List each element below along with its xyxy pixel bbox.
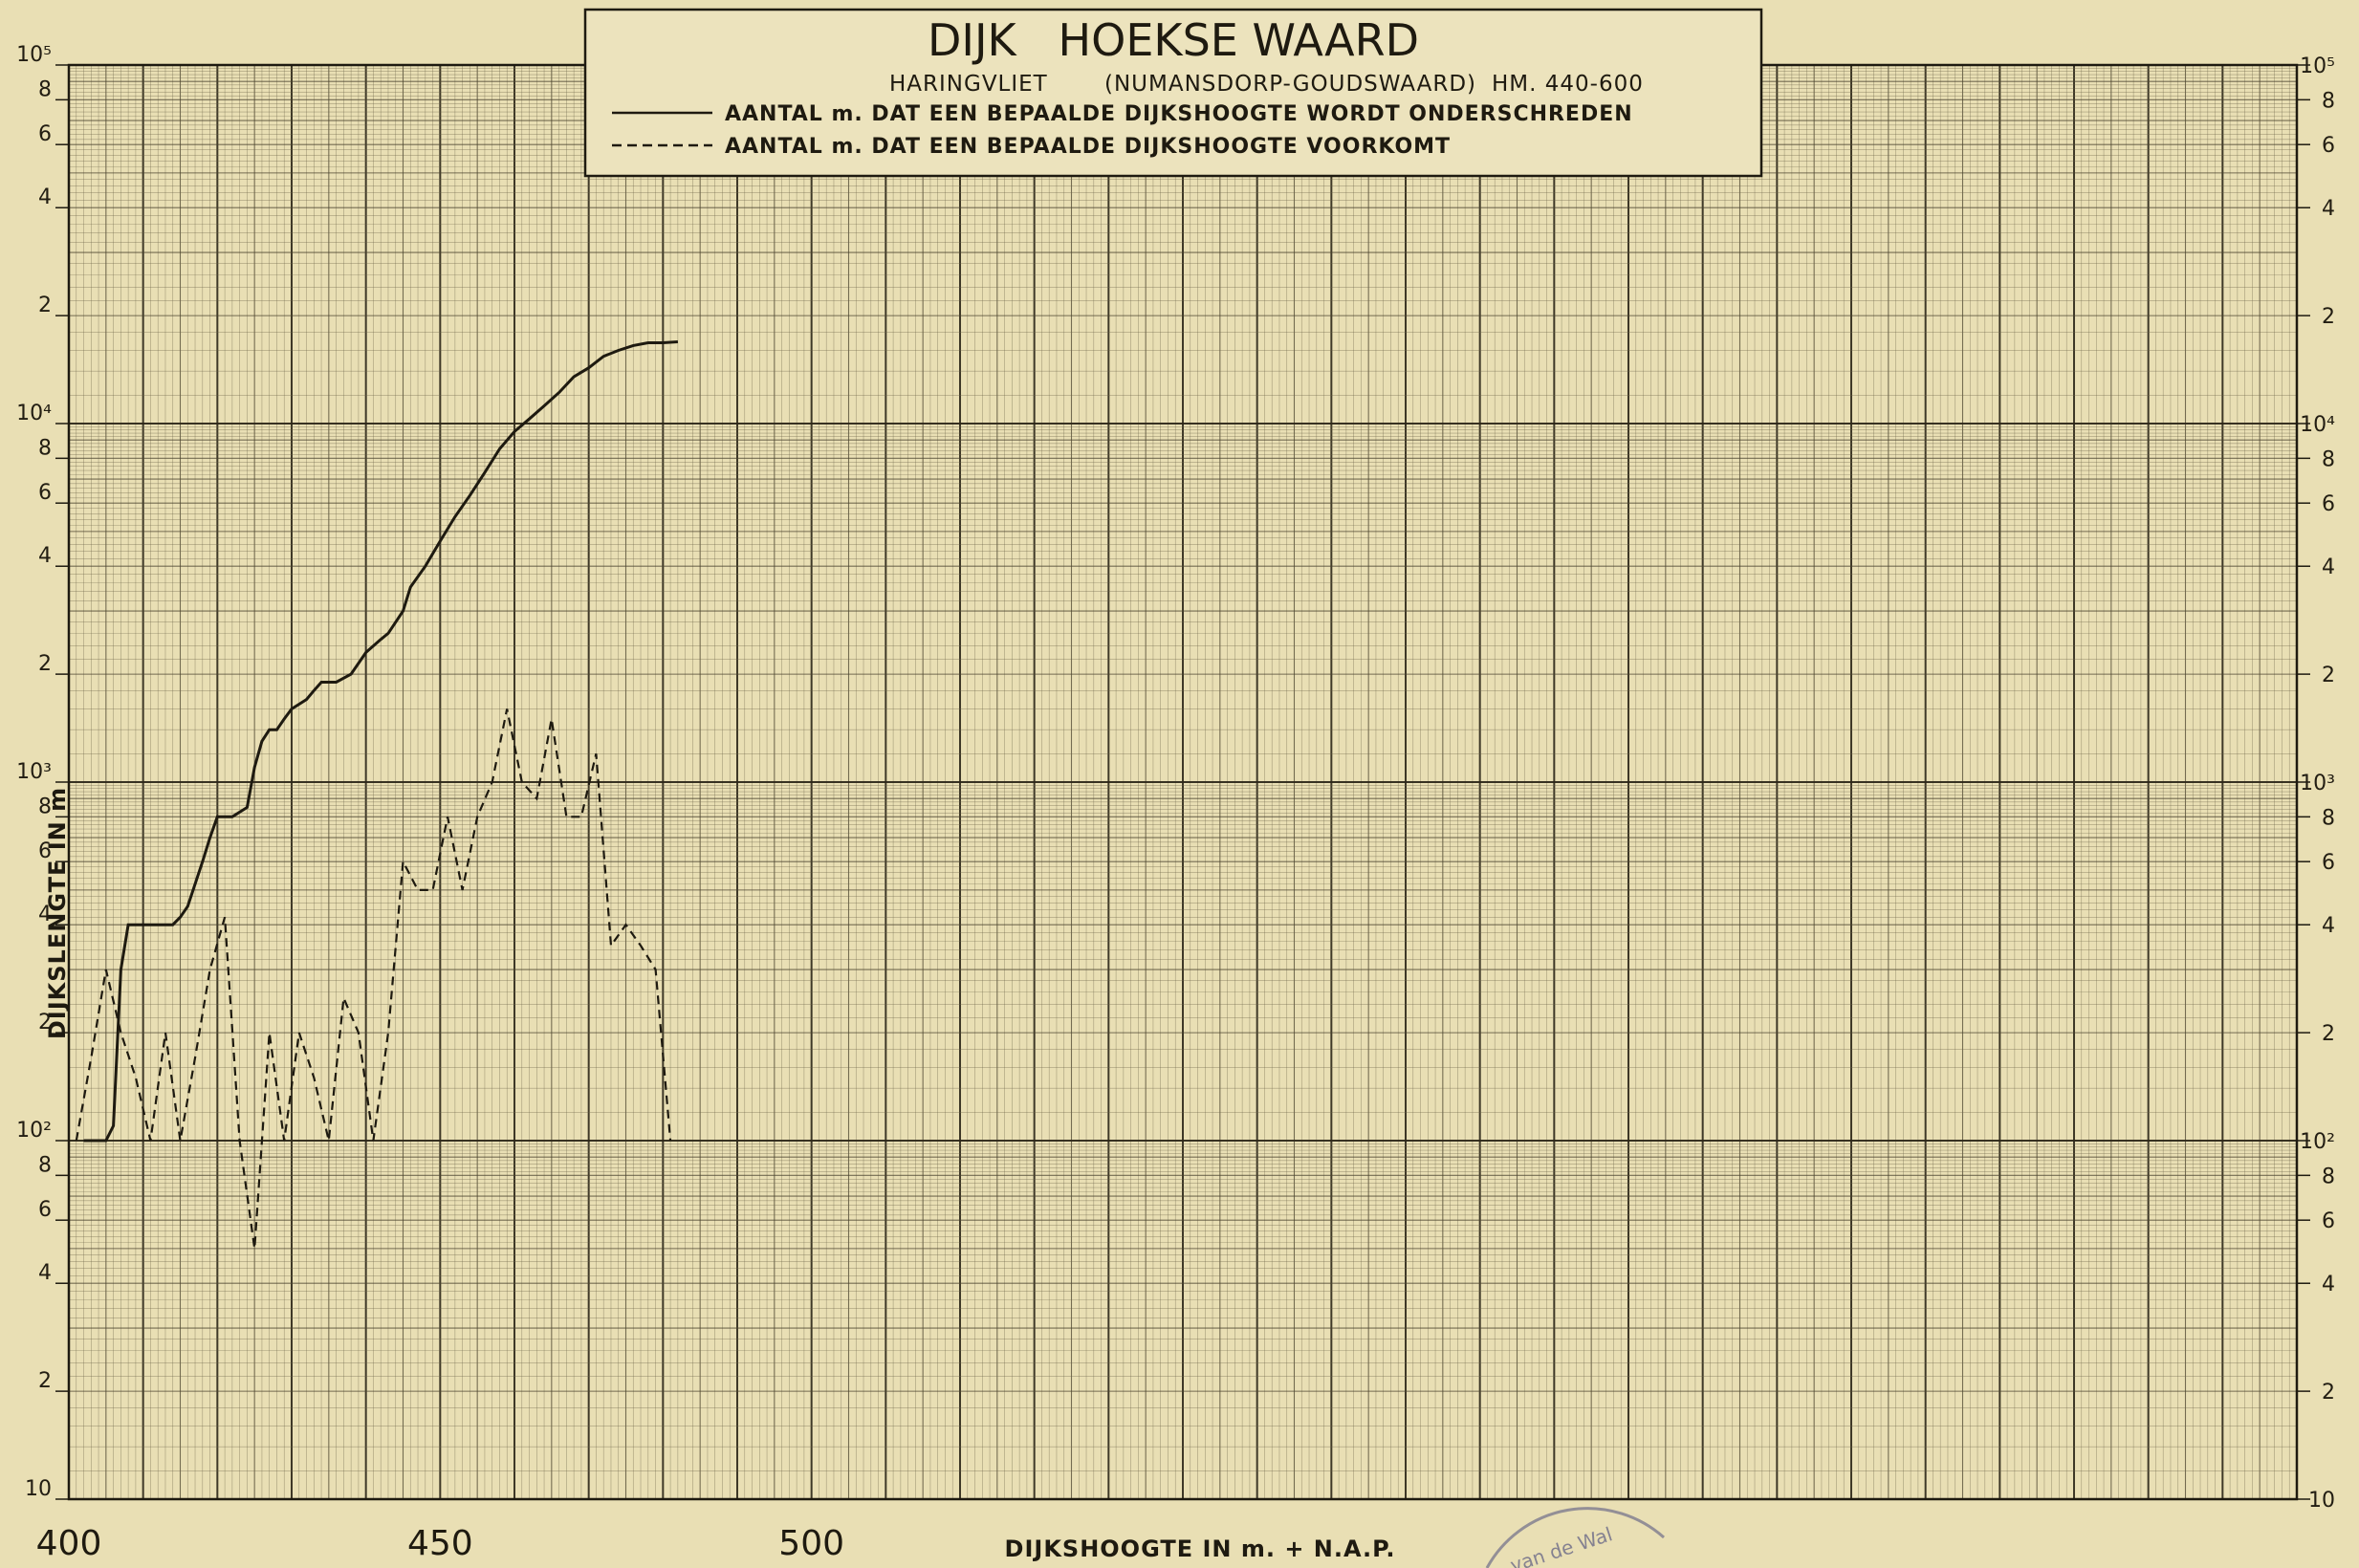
chart-subtitle-mid: (NUMANSDORP-GOUDSWAARD) [1104, 72, 1476, 97]
legend-box [583, 8, 1763, 178]
y-tick-label-right: 6 [2322, 1209, 2335, 1233]
y-axis-left-ticks: 10⁵ 8 6 4 2 10⁴ 8 6 4 2 10³ 8 6 4 2 10² 8 6 4 2 10 [16, 43, 69, 1501]
y-tick-label-right: 2 [2322, 1381, 2335, 1405]
legend: DIJK HOEKSE WAARD HARINGVLIET (NUMANSDOR… [583, 8, 1763, 178]
y-tick-label-left: 2 [38, 1369, 52, 1393]
y-tick-label-right: 6 [2322, 851, 2335, 875]
y-tick-label-right: 4 [2322, 555, 2335, 579]
x-axis-title-bg [1004, 1528, 1396, 1562]
series-line-onderschreden [83, 340, 678, 1143]
x-axis-title: DIJKSHOOGTE IN m. + N.A.P. [1005, 1535, 1396, 1562]
legend-entry-solid: AANTAL m. DAT EEN BEPAALDE DIJKSHOOGTE W… [725, 102, 1633, 126]
legend-entry-dashed: AANTAL m. DAT EEN BEPAALDE DIJKSHOOGTE V… [725, 135, 1451, 159]
y-tick-label-right: 6 [2322, 492, 2335, 516]
y-tick-label-left: 8 [38, 77, 52, 101]
y-tick-label-left: 2 [38, 652, 52, 676]
y-tick-label-left: 4 [38, 185, 52, 209]
y-tick-label-left: 2 [38, 294, 52, 317]
stamp-arc [1485, 1507, 1665, 1568]
y-tick-label-right: 6 [2322, 134, 2335, 158]
y-tick-label-left: 4 [38, 544, 52, 568]
x-tick-label: 400 [36, 1524, 102, 1563]
y-tick-label-left: 4 [38, 1261, 52, 1285]
y-tick-label-left: 8 [38, 436, 52, 460]
y-tick-label-left: 6 [38, 839, 52, 863]
chart-subtitle-left: HARINGVLIET [889, 72, 1048, 97]
y-tick-label-right: 4 [2322, 914, 2335, 938]
series-line-voorkomt [75, 708, 672, 1250]
chart-title: DIJK HOEKSE WAARD [928, 14, 1419, 66]
x-tick-label: 500 [778, 1524, 844, 1563]
y-tick-label-right: 4 [2322, 1273, 2335, 1296]
y-tick-label-left: 10³ [16, 760, 52, 784]
y-tick-label-left: 6 [38, 481, 52, 505]
y-tick-label-left: 8 [38, 795, 52, 818]
y-tick-label-left: 8 [38, 1153, 52, 1177]
graph-paper-grid [68, 64, 2298, 1500]
y-tick-label-right: 10³ [2300, 772, 2335, 795]
y-tick-label-left: 10⁵ [16, 43, 52, 67]
y-tick-label-left: 10⁴ [16, 402, 52, 425]
y-tick-label-left: 2 [38, 1011, 52, 1034]
y-tick-label-right: 4 [2322, 197, 2335, 221]
x-axis-ticks: 400 450 500 [36, 1524, 844, 1563]
y-tick-label-left: 4 [38, 903, 52, 926]
archive-stamp: van de Wal [1485, 1507, 1665, 1568]
y-tick-label-right: 10⁵ [2300, 54, 2335, 78]
y-tick-label-left: 10 [25, 1477, 52, 1501]
y-tick-label-right: 10² [2300, 1130, 2335, 1154]
y-axis-right-ticks: 10⁵ 8 6 4 2 10⁴ 8 6 4 2 10³ 8 6 4 2 10² 8 6 4 2 10 [2297, 54, 2335, 1513]
y-tick-label-right: 2 [2322, 305, 2335, 329]
chart-subtitle-right: HM. 440-600 [1492, 72, 1644, 97]
x-tick-label: 450 [407, 1524, 473, 1563]
y-tick-label-right: 8 [2322, 1165, 2335, 1188]
y-tick-label-right: 8 [2322, 806, 2335, 830]
y-tick-label-right: 2 [2322, 1022, 2335, 1046]
y-tick-label-right: 10 [2308, 1489, 2335, 1513]
y-tick-label-right: 10⁴ [2300, 413, 2335, 437]
y-axis-title: DIJKSLENGTE IN m [44, 787, 71, 1039]
y-tick-label-right: 2 [2322, 664, 2335, 687]
y-tick-label-left: 6 [38, 122, 52, 146]
y-tick-label-right: 8 [2322, 447, 2335, 471]
y-tick-label-left: 6 [38, 1198, 52, 1222]
y-tick-label-right: 8 [2322, 89, 2335, 113]
y-tick-label-left: 10² [16, 1119, 52, 1143]
series-layer [75, 340, 678, 1250]
